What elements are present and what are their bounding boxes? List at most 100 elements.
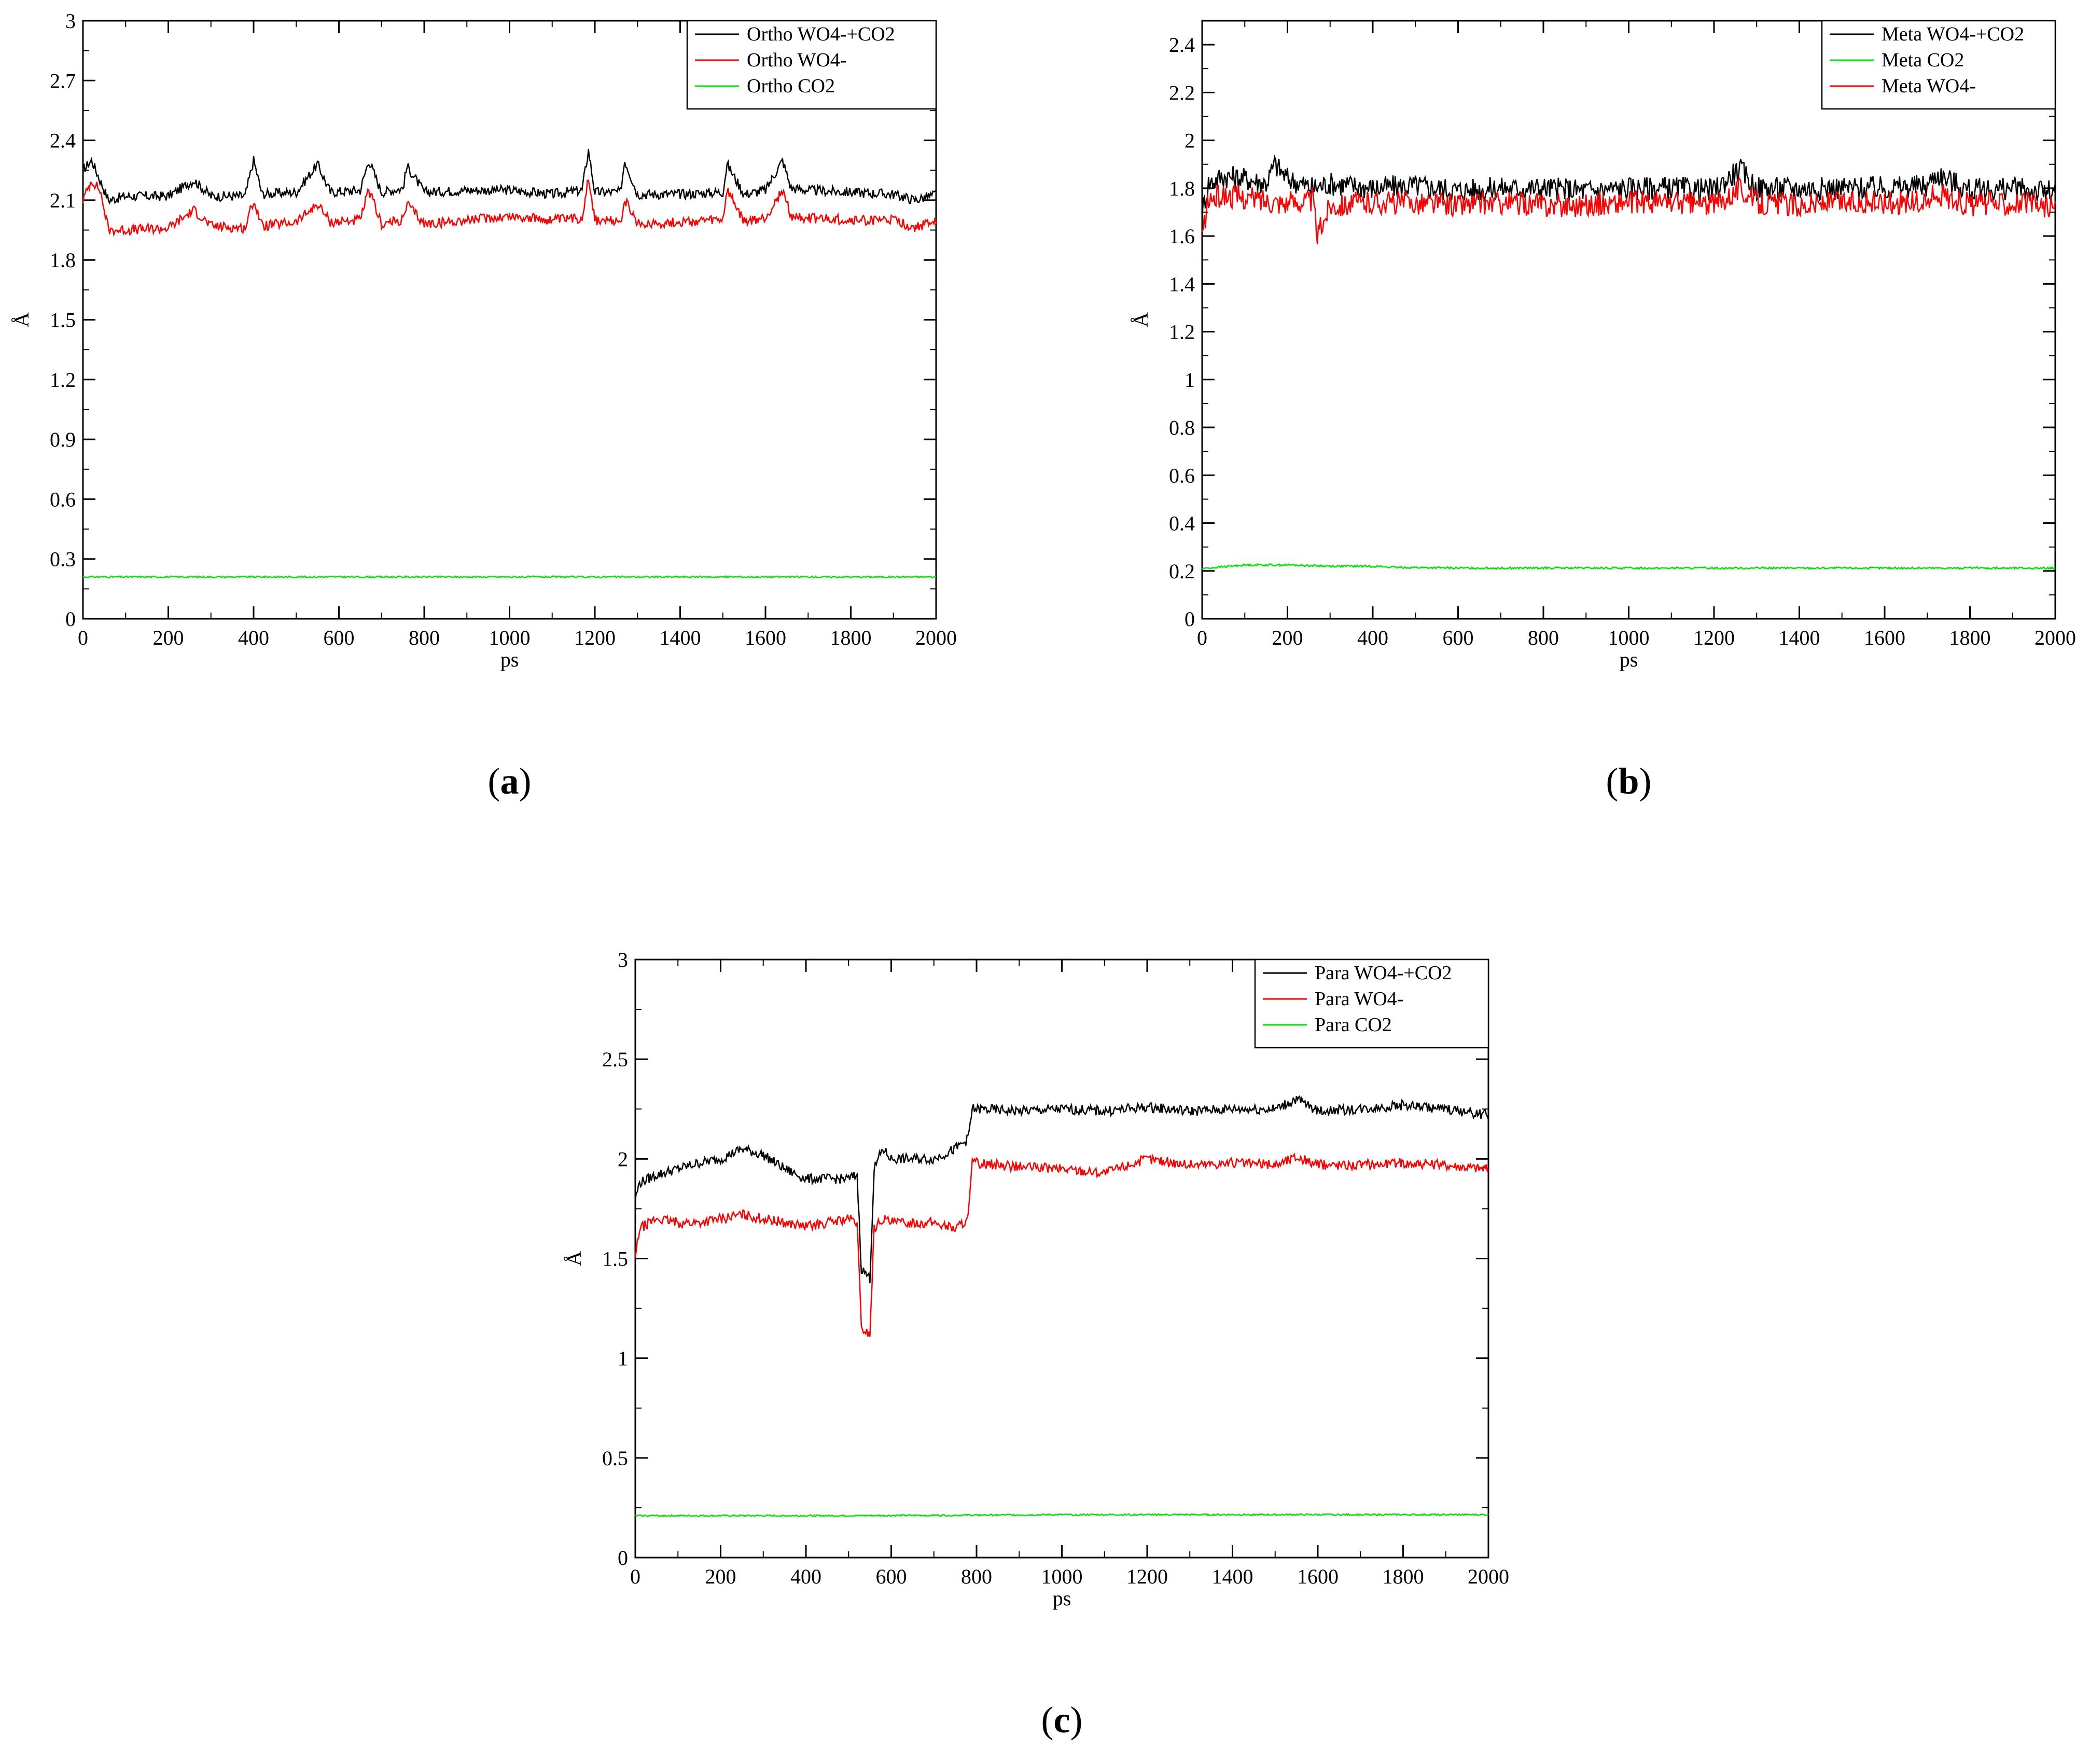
- x-tick-label: 1200: [1693, 626, 1735, 649]
- y-tick-label: 2: [1185, 129, 1195, 152]
- y-tick-label: 3: [618, 948, 628, 971]
- y-tick-label: 0: [618, 1546, 628, 1569]
- y-tick-label: 1.4: [1169, 272, 1195, 296]
- x-tick-label: 800: [1528, 626, 1559, 649]
- x-tick-label: 400: [1357, 626, 1388, 649]
- panel-letter: b: [1618, 760, 1639, 802]
- y-axis-label: Å: [1129, 312, 1152, 327]
- y-tick-label: 0.4: [1169, 512, 1195, 535]
- panel-label: (b): [1606, 760, 1651, 802]
- y-tick-label: 2.4: [50, 129, 76, 152]
- x-axis-label: ps: [500, 648, 519, 671]
- y-tick-label: 1.8: [1169, 177, 1195, 200]
- y-tick-label: 0.2: [1169, 560, 1195, 583]
- x-tick-label: 200: [153, 626, 184, 649]
- legend-box: [1821, 20, 2056, 110]
- panel-label: (c): [1041, 1699, 1083, 1741]
- x-tick-label: 1800: [830, 626, 872, 649]
- legend-entry: Meta CO2: [1882, 49, 1964, 71]
- plot-frame: [634, 959, 1489, 1559]
- x-tick-label: 800: [961, 1565, 992, 1588]
- x-tick-label: 1400: [1212, 1565, 1253, 1588]
- legend-box: [1254, 959, 1489, 1049]
- y-tick-label: 1: [618, 1347, 628, 1370]
- legend-box: [686, 20, 937, 110]
- x-tick-label: 1800: [1949, 626, 1991, 649]
- x-tick-label: 0: [78, 626, 88, 649]
- y-tick-label: 1.8: [50, 248, 76, 272]
- y-tick-label: 0: [1185, 607, 1195, 631]
- y-tick-label: 0.9: [50, 428, 76, 451]
- x-axis-label: ps: [1620, 648, 1638, 671]
- y-tick-label: 1.5: [602, 1247, 628, 1271]
- panel-letter: a: [500, 760, 519, 802]
- panel-label: (a): [488, 760, 532, 802]
- plot-frame: [1201, 20, 2056, 620]
- y-tick-label: 2.1: [50, 189, 76, 212]
- x-tick-label: 1200: [574, 626, 616, 649]
- series-line-2: [82, 575, 937, 579]
- series-line-2: [1201, 177, 2056, 244]
- chart-a: 0 200 400 600 800 1000 1200 1400 1600 1800 2000 0 0.…: [10, 9, 957, 802]
- y-tick-label: 2.2: [1169, 81, 1195, 104]
- y-tick-label: 0.5: [602, 1447, 628, 1470]
- x-tick-label: 0: [1197, 626, 1207, 649]
- y-tick-label: 2: [618, 1147, 628, 1171]
- y-tick-label: 1.5: [50, 309, 76, 332]
- x-axis-label: ps: [1053, 1587, 1071, 1610]
- series-line-0: [82, 149, 937, 205]
- legend-entry: Ortho WO4-+CO2: [747, 23, 895, 45]
- series-line-2: [635, 1512, 1489, 1518]
- x-tick-label: 0: [630, 1565, 640, 1588]
- x-tick-label: 800: [409, 626, 440, 649]
- y-tick-label: 0.8: [1169, 416, 1195, 439]
- x-tick-label: 1600: [745, 626, 786, 649]
- x-tick-label: 2000: [2035, 626, 2076, 649]
- y-tick-label: 1.2: [1169, 321, 1195, 344]
- x-tick-label: 1400: [1779, 626, 1820, 649]
- series-line-0: [1201, 154, 2056, 221]
- legend-entry: Para WO4-: [1315, 988, 1403, 1010]
- y-axis-label: Å: [562, 1251, 586, 1266]
- x-tick-label: 200: [705, 1565, 736, 1588]
- chart-b: 0 200 400 600 800 1000 1200 1400 1600 1800 2000 0 0.…: [1129, 20, 2076, 802]
- series-line-1: [82, 179, 937, 238]
- x-tick-label: 1600: [1864, 626, 1905, 649]
- legend-entry: Meta WO4-: [1882, 75, 1976, 97]
- x-tick-label: 1000: [1608, 626, 1650, 649]
- legend-entry: Para CO2: [1315, 1014, 1392, 1036]
- y-tick-label: 0.3: [50, 548, 76, 571]
- x-tick-label: 600: [1443, 626, 1474, 649]
- x-tick-label: 400: [238, 626, 269, 649]
- y-tick-label: 0: [65, 607, 76, 631]
- x-tick-label: 1400: [660, 626, 701, 649]
- y-tick-label: 2.5: [602, 1048, 628, 1071]
- x-tick-label: 2000: [915, 626, 957, 649]
- x-tick-label: 1600: [1297, 1565, 1339, 1588]
- series-line-1: [634, 1152, 1489, 1337]
- y-tick-label: 0.6: [1169, 464, 1195, 487]
- x-tick-label: 600: [324, 626, 355, 649]
- x-tick-label: 1800: [1383, 1565, 1424, 1588]
- legend-entry: Ortho CO2: [747, 75, 835, 97]
- legend-entry: Ortho WO4-: [747, 49, 846, 71]
- x-tick-label: 1200: [1126, 1565, 1168, 1588]
- x-tick-label: 1000: [489, 626, 531, 649]
- x-tick-label: 200: [1272, 626, 1303, 649]
- y-tick-label: 2.4: [1169, 33, 1195, 57]
- legend-entry: Para WO4-+CO2: [1315, 962, 1452, 984]
- y-tick-label: 1.2: [50, 368, 76, 392]
- legend-entry: Meta WO4-+CO2: [1882, 23, 2024, 45]
- series-line-1: [1202, 563, 2056, 571]
- y-tick-label: 2.7: [50, 69, 76, 92]
- y-axis-label: Å: [10, 312, 33, 327]
- y-tick-label: 1.6: [1169, 225, 1195, 248]
- series-line-0: [634, 1095, 1489, 1284]
- x-tick-label: 2000: [1468, 1565, 1509, 1588]
- y-tick-label: 1: [1185, 368, 1195, 392]
- chart-c: 0 200 400 600 800 1000 1200 1400 1600 1800 2000 0 0.…: [562, 948, 1509, 1741]
- plot-frame: [82, 20, 937, 620]
- panel-letter: c: [1054, 1699, 1070, 1741]
- x-tick-label: 400: [790, 1565, 821, 1588]
